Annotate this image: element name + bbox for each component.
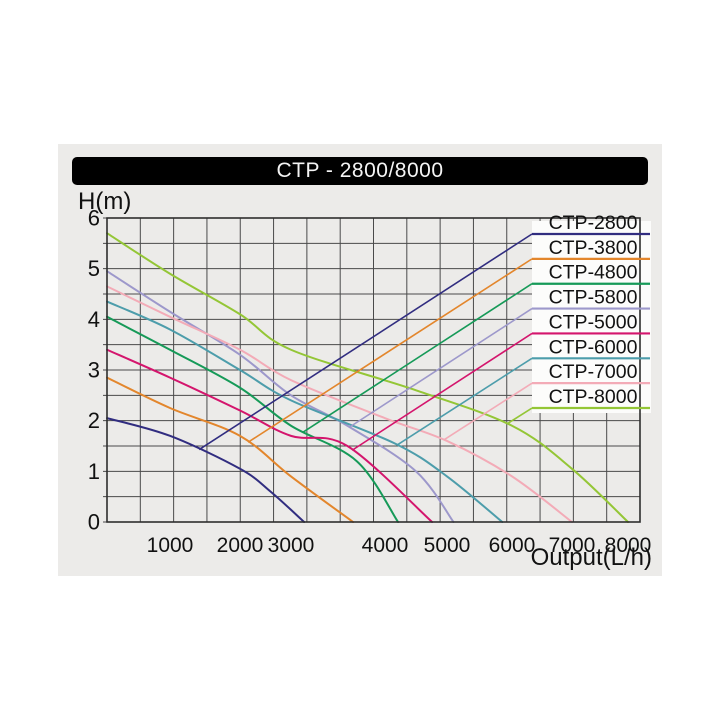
y-tick-label: 0 xyxy=(88,510,100,535)
pump-curve-ctp-8000 xyxy=(106,232,629,523)
legend-leader-line xyxy=(198,233,533,451)
legend-leader-line xyxy=(396,357,533,446)
y-tick-label: 1 xyxy=(88,459,100,484)
legend-leader-line xyxy=(302,283,533,433)
legend-label: CTP-7000 xyxy=(549,361,638,383)
x-tick-label: 6000 xyxy=(489,534,536,557)
legend-leader-line xyxy=(349,307,533,428)
chart-title: CTP - 2800/8000 xyxy=(72,157,648,185)
legend-box xyxy=(532,221,651,413)
x-tick-label: 1000 xyxy=(147,534,194,557)
y-tick-label: 3 xyxy=(88,358,100,383)
plot-border xyxy=(106,217,641,523)
pump-curve-ctp-3800 xyxy=(106,376,355,523)
pump-curves-chart: CTP-2800 CTP-3800 CTP-4800 CTP-5800CTP-5000… xyxy=(88,206,652,558)
legend-label: CTP-2800 xyxy=(549,212,638,234)
pump-curve-ctp-2800 xyxy=(106,417,306,523)
legend-leader-line xyxy=(506,407,533,425)
pump-curve-ctp-4800 xyxy=(106,315,400,523)
y-tick-label: 5 xyxy=(88,256,100,281)
legend-label: CTP-6000 xyxy=(549,336,638,358)
x-tick-label: 7000 xyxy=(549,534,596,557)
x-tick-label: 2000 xyxy=(217,534,264,557)
x-tick-label: 4000 xyxy=(362,534,409,557)
pump-curve-ctp-5000 xyxy=(106,348,434,523)
legend-label: CTP-3800 xyxy=(549,237,638,259)
y-tick-label: 6 xyxy=(88,206,100,231)
legend-label: CTP-4800 xyxy=(549,262,638,284)
pump-curve-ctp-6000 xyxy=(106,300,504,523)
legend-leader-line xyxy=(351,332,533,451)
legend-leader-line xyxy=(247,258,533,443)
y-tick-label: 2 xyxy=(88,408,100,433)
y-tick-label: 4 xyxy=(88,307,100,332)
legend-label: CTP-8000 xyxy=(549,386,638,408)
pump-curve-ctp-7000 xyxy=(106,285,573,523)
legend-label: CTP-5000 xyxy=(549,311,638,333)
y-axis-label: H(m) xyxy=(78,188,132,215)
x-tick-label: 3000 xyxy=(268,534,315,557)
legend-leader-line xyxy=(443,382,533,441)
pump-curve-ctp-5800 xyxy=(106,270,455,523)
legend-label: CTP-5800 xyxy=(549,287,638,309)
pump-curve-panel: CTP - 2800/8000 H(m) CTP-2800 CTP-3800 CTP… xyxy=(58,144,662,576)
x-axis-label: Output(L/h) xyxy=(530,544,652,571)
x-tick-label: 8000 xyxy=(605,534,652,557)
x-tick-label: 5000 xyxy=(424,534,471,557)
